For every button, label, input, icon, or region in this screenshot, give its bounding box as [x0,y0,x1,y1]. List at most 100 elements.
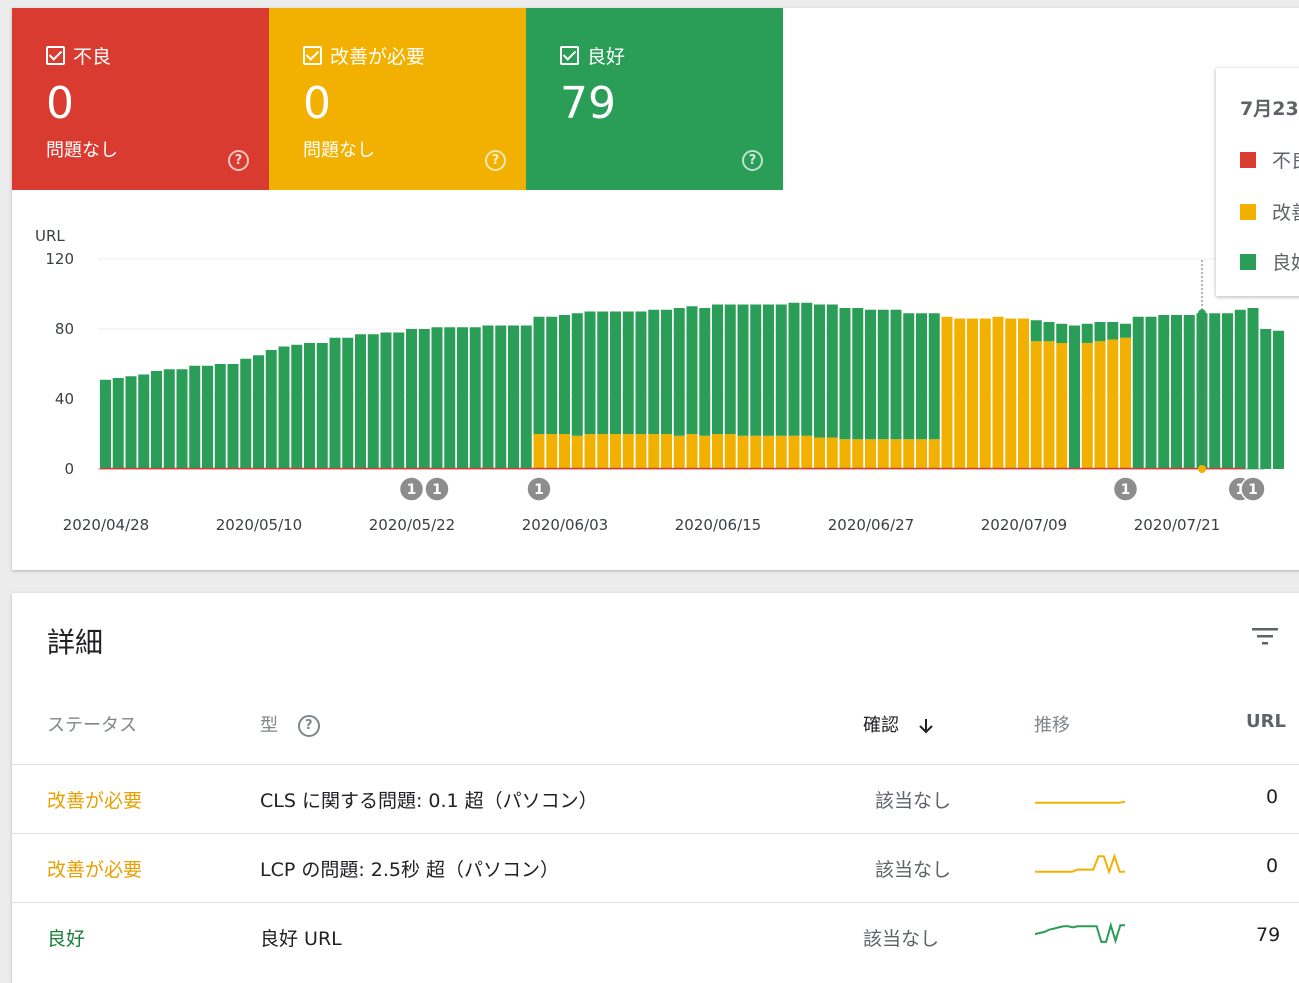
details-title: 詳細 [47,626,104,659]
help-icon[interactable]: ? [297,715,320,737]
bar-segment [278,346,290,469]
annotation-label: 1 [1235,482,1245,498]
annotation-label: 1 [1248,482,1258,498]
bar-segment [597,311,609,434]
bar-segment [1056,343,1068,469]
checkbox-icon[interactable] [46,46,65,65]
header-status[interactable]: ステータス [47,715,137,736]
bar-segment [724,304,736,434]
bar-segment [125,376,137,469]
annotation-marker [1240,476,1266,502]
bar-segment [112,378,124,469]
bar-segment [673,435,685,469]
checkbox-icon[interactable] [303,46,322,65]
x-tick-label: 2020/07/09 [981,516,1067,534]
bar-segment [814,304,825,438]
bar-segment [571,313,583,436]
tile-good-header: 良好 [560,42,625,69]
header-trend: 推移 [1034,715,1070,736]
bar-segment [801,302,813,436]
tile-poor[interactable]: 不良 0 問題なし ? [12,8,269,190]
trend-sparkline [1034,921,1125,945]
help-icon[interactable]: ? [228,150,249,171]
bar-segment [584,311,596,434]
tile-good[interactable]: 良好 79 ? [526,8,783,190]
bar-segment [1183,315,1195,469]
help-icon[interactable]: ? [742,150,763,171]
bar-segment [316,343,328,469]
bar-segment [903,313,915,440]
bar-segment [533,434,545,469]
annotation-label: 1 [1121,482,1131,498]
bar-segment [750,304,762,436]
row-status: 改善が必要 [47,859,143,881]
tooltip-label-needs-improvement: 改善 [1272,202,1299,224]
y-axis-label: URL [35,227,65,245]
bar-segment [151,371,162,469]
row-status: 良好 [47,928,86,950]
bar-segment [622,434,634,469]
bar-segment [1030,341,1042,469]
x-tick-label: 2020/06/27 [828,516,914,534]
bar-segment [584,434,596,469]
bar-segment [750,435,762,469]
row-urls: 0 [1266,855,1279,877]
bar-segment [1107,322,1119,340]
details-card: 詳細 ステータス 型 ? 確認 推移 URL 改善が必要 CLS に関する問題:… [12,593,1299,983]
trend-sparkline [1035,853,1125,875]
bar-segment [852,308,864,440]
tile-poor-sub: 問題なし [46,140,118,161]
bar-segment [648,434,660,469]
bar-segment [393,332,405,469]
bar-segment [1081,323,1093,343]
bar-segment [1196,313,1208,469]
annotation-marker [526,476,552,502]
bar-segment [839,439,851,469]
arrow-down-icon [919,719,933,734]
tile-good-count: 79 [560,78,616,129]
sparkline-path [1035,800,1126,804]
bar-segment [253,355,264,469]
bar-segment [775,304,787,436]
bar-segment [903,439,915,469]
checkbox-icon[interactable] [560,46,579,65]
bar-segment [444,327,456,469]
tooltip-label-good: 良好 [1272,252,1299,274]
bar-segment [546,434,558,469]
tile-needs-improvement[interactable]: 改善が必要 0 問題なし ? [269,8,526,190]
x-tick-label: 2020/05/22 [369,516,455,534]
bar-segment [176,369,188,469]
annotation-marker [398,476,425,502]
bar-segment [1273,330,1284,469]
row-urls: 0 [1266,786,1279,808]
annotation-marker [1112,476,1139,502]
bar-segment [712,434,723,469]
bar-segment [852,439,864,469]
bar-segment [1107,339,1119,469]
row-urls: 79 [1256,924,1281,946]
x-tick-label: 2020/04/28 [63,516,149,534]
bar-segment [202,365,213,469]
header-validation[interactable]: 確認 [863,711,935,737]
bar-segment [469,327,481,469]
annotation-marker [424,476,450,502]
bar-segment [1209,313,1221,469]
y-tick-label: 120 [45,250,74,268]
bar-segment [1056,323,1068,343]
help-icon[interactable]: ? [485,150,506,171]
header-urls[interactable]: URL [1246,711,1286,732]
bar-segment [826,437,838,469]
annotation-label: 1 [407,482,417,498]
bar-segment [533,316,545,434]
filter-icon[interactable] [1252,625,1280,647]
bar-segment [610,434,621,469]
bar-segment [380,332,392,469]
bar-segment [686,434,698,469]
bar-segment [495,325,507,469]
bar-segment [916,313,927,440]
bar-segment [954,318,966,469]
header-type[interactable]: 型 ? [260,711,320,737]
tile-good-label: 良好 [587,46,626,68]
bar-segment [508,325,519,469]
